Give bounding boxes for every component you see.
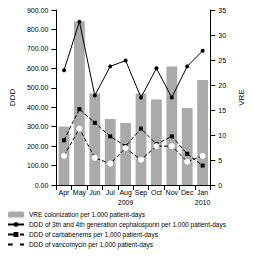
- svg-text:300.00: 300.00: [27, 123, 49, 130]
- svg-text:VRE: VRE: [237, 89, 246, 105]
- svg-text:DDD of vancomycin per 1,000 pa: DDD of vancomycin per 1,000 patient-days: [29, 241, 154, 249]
- svg-text:0: 0: [218, 182, 222, 189]
- svg-text:DDD of 3th and 4th generation: DDD of 3th and 4th generation cephalospo…: [29, 221, 227, 229]
- svg-text:100.00: 100.00: [27, 162, 49, 169]
- svg-text:2009: 2009: [118, 199, 134, 206]
- svg-text:20: 20: [218, 82, 226, 89]
- svg-text:VRE colonization per 1,000 pat: VRE colonization per 1,000 patient-days: [29, 211, 146, 219]
- svg-text:900.00: 900.00: [27, 7, 49, 14]
- svg-text:Apr: Apr: [59, 189, 71, 197]
- svg-text:700.00: 700.00: [27, 45, 49, 52]
- svg-text:15: 15: [218, 107, 226, 114]
- svg-text:DDD: DDD: [8, 89, 17, 107]
- svg-text:25: 25: [218, 57, 226, 64]
- svg-text:35: 35: [218, 7, 226, 14]
- svg-text:600.00: 600.00: [27, 65, 49, 72]
- svg-text:200.00: 200.00: [27, 143, 49, 150]
- svg-text:Sep: Sep: [135, 189, 148, 197]
- svg-text:800.00: 800.00: [27, 26, 49, 33]
- svg-text:30: 30: [218, 32, 226, 39]
- svg-text:500.00: 500.00: [27, 84, 49, 91]
- svg-text:May: May: [73, 189, 87, 197]
- svg-text:0.00: 0.00: [35, 182, 49, 189]
- svg-text:Jun: Jun: [89, 189, 100, 196]
- svg-text:2010: 2010: [195, 199, 211, 206]
- svg-text:10: 10: [218, 132, 226, 139]
- svg-text:Jul: Jul: [106, 189, 115, 196]
- svg-text:Nov: Nov: [166, 189, 179, 196]
- svg-text:Jan: Jan: [197, 189, 208, 196]
- svg-text:Oct: Oct: [151, 189, 162, 196]
- svg-text:5: 5: [218, 157, 222, 164]
- svg-text:Aug: Aug: [119, 189, 132, 197]
- svg-text:DDD of carbabenems per 1,000 p: DDD of carbabenems per 1,000 patient-day…: [29, 231, 159, 239]
- svg-text:400.00: 400.00: [27, 104, 49, 111]
- svg-text:Dec: Dec: [181, 189, 194, 196]
